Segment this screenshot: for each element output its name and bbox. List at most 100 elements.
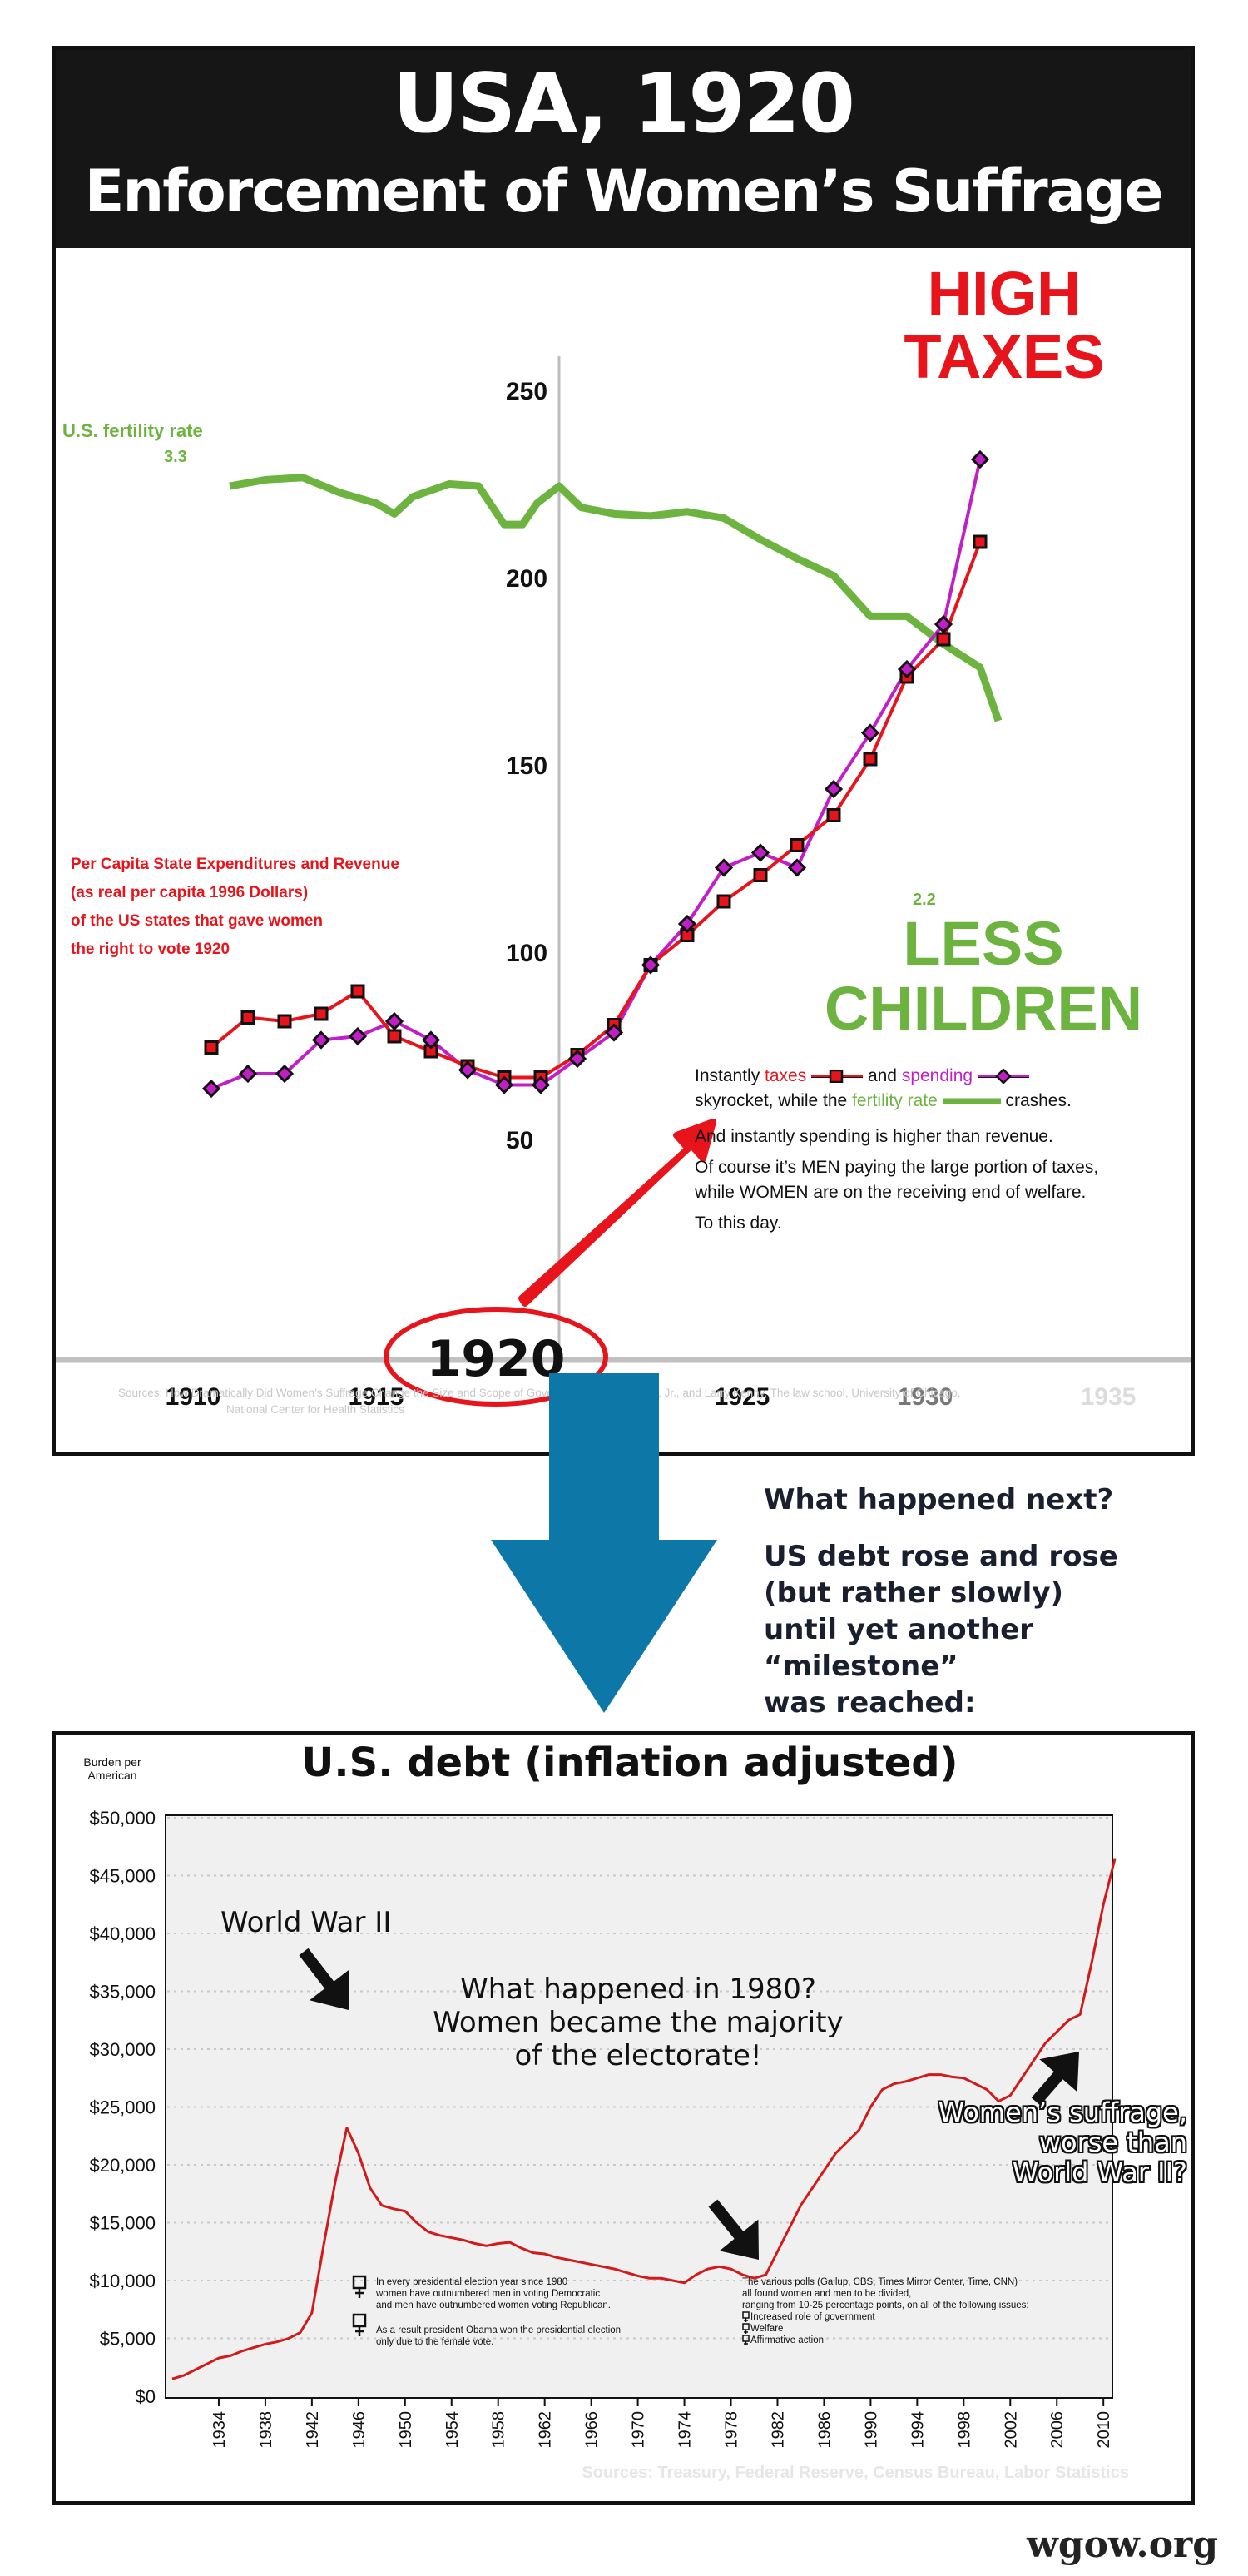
taxes-point (240, 1010, 255, 1025)
suffrage-line: worse than (1038, 2127, 1187, 2158)
suffrage-line: Women’s suffrage, (938, 2097, 1187, 2128)
x-tick-label: 1954 (443, 2411, 462, 2449)
y-tick-label: $15,000 (89, 2213, 156, 2234)
spending-point (677, 914, 697, 934)
x-tick-label: 1994 (909, 2411, 927, 2449)
y-tick-label: $10,000 (89, 2271, 156, 2291)
x-tick-label: 1925 (715, 1383, 770, 1411)
x-tick-label: 1990 (862, 2411, 880, 2449)
female-symbol-icon (352, 2313, 367, 2336)
x-tick-label: 2006 (1048, 2411, 1067, 2449)
spending-legend-icon (977, 1068, 1029, 1085)
title-bar: USA, 1920 Enforcement of Women’s Suffrag… (56, 50, 1191, 248)
note-line: only due to the female vote. (376, 2337, 494, 2347)
note-line: In every presidential election year sinc… (376, 2277, 568, 2287)
commentary-line: Of course it’s MEN paying the large port… (695, 1158, 1099, 1177)
note-left: In every presidential election year sinc… (376, 2276, 642, 2348)
x-tick-label: 1970 (630, 2411, 648, 2449)
commentary-line: To this day. (695, 1214, 782, 1233)
debt-rose-text: US debt rose and rose (but rather slowly… (764, 1540, 1118, 1720)
taxes-point (863, 752, 878, 767)
x-tick-label: 1962 (537, 2411, 555, 2449)
y-tick-label: 150 (506, 752, 547, 780)
spending-point (567, 1049, 587, 1069)
spending-point (750, 843, 770, 862)
taxes-point (204, 1040, 219, 1055)
x-tick-label: 1958 (490, 2411, 508, 2449)
y-tick-label: $45,000 (89, 1866, 156, 1887)
fertility-label: U.S. fertility rate (62, 420, 203, 441)
q1980-line: Women became the majority (433, 2006, 844, 2039)
taxes-point (826, 808, 841, 822)
legend-line1: Instantly taxes and spending (695, 1064, 1161, 1089)
note-line: women have outnumbered men in voting Dem… (376, 2289, 601, 2299)
taxes-point (387, 1029, 402, 1044)
note-line: (as real per capita 1996 Dollars) (71, 884, 309, 901)
legend-text: and (867, 1066, 902, 1085)
x-tick-label: 1982 (769, 2411, 787, 2449)
spending-point (531, 1075, 551, 1094)
q1980-arrow (708, 2199, 760, 2261)
high-taxes-label: HIGH TAXES (879, 262, 1129, 389)
taxes-point (277, 1014, 292, 1029)
caption-line: Burden per (83, 1755, 141, 1769)
spending-point (714, 858, 734, 877)
x-tick-label: 1934 (210, 2411, 229, 2449)
spending-point (824, 779, 844, 799)
taxes-point (314, 1006, 329, 1021)
spending-point (897, 659, 917, 679)
y-tick-label: $25,000 (89, 2097, 156, 2118)
fertility-end-value: 2.2 (913, 891, 936, 909)
y-tick-label: 50 (506, 1127, 533, 1154)
fertility-start-value: 3.3 (164, 448, 187, 466)
x-tick-label: 1974 (676, 2411, 695, 2449)
x-tick-label: 1986 (815, 2411, 834, 2449)
ww2-label: World War II (220, 1906, 392, 1939)
spending-point (458, 1060, 478, 1080)
y-tick-label: $30,000 (89, 2039, 156, 2060)
legend-text: Instantly (695, 1066, 765, 1085)
note-line: the right to vote 1920 (71, 941, 230, 958)
suffrage-panel: USA, 1920 Enforcement of Women’s Suffrag… (52, 46, 1195, 1456)
q1980-line: of the electorate! (514, 2039, 762, 2072)
y-tick-label: $50,000 (89, 1808, 156, 1829)
x-tick-label: 1966 (583, 2411, 602, 2449)
arrow-shape (491, 1373, 717, 1713)
debt-chart: $0 $5,000 $10,000 $15,000 $20,000 $25,000 $30,… (89, 1808, 1117, 2449)
note-line: The various polls (Gallup, CBS, Times Mi… (742, 2277, 1018, 2287)
high-taxes-line1: HIGH (927, 259, 1082, 328)
spending-point (421, 1030, 441, 1050)
spending-point (494, 1075, 514, 1094)
note-line: ranging from 10-25 percentage points, on… (742, 2301, 1029, 2310)
note-line: of the US states that gave women (71, 912, 324, 930)
legend-fertility: fertility rate (852, 1091, 938, 1110)
spending-point (641, 955, 661, 975)
q1980-line: What happened in 1980? (460, 1973, 816, 2006)
spending-point (384, 1011, 404, 1031)
suffrage-question: Women’s suffrage, worse than World War I… (854, 2097, 1187, 2187)
legend-line2: skyrocket, while the fertility rate cras… (695, 1089, 1161, 1114)
ww2-arrow (299, 1948, 349, 2010)
note-line: Affirmative action (750, 2335, 824, 2345)
taxes-point (973, 534, 988, 549)
spending-point (238, 1064, 258, 1084)
spending-line (210, 459, 982, 1090)
spending-point (604, 1023, 624, 1042)
x-tick-label: 1978 (723, 2411, 741, 2449)
highlight-1920-label: 1920 (426, 1330, 566, 1388)
y-tick-label: $35,000 (89, 1982, 156, 2003)
x-tick-label: 1915 (349, 1383, 404, 1411)
taxes-point (790, 838, 805, 852)
commentary: And instantly spending is higher than re… (695, 1127, 1161, 1233)
spending-point (348, 1026, 368, 1046)
sources-line: Sources: How Dramatically Did Women’s Su… (118, 1387, 961, 1399)
commentary-line: And instantly spending is higher than re… (695, 1127, 1053, 1146)
panel1-sources: Sources: How Dramatically Did Women’s Su… (118, 1385, 1191, 1418)
less-children-line1: LESS (903, 909, 1064, 978)
suffrage-line: World War II? (1012, 2157, 1187, 2188)
spending-point (311, 1030, 331, 1050)
debt-panel: U.S. debt (inflation adjusted) Burden pe… (52, 1731, 1195, 2505)
legend-spending: spending (901, 1066, 973, 1085)
note-line: and men have outnumbered women voting Re… (376, 2301, 611, 2310)
spending-point (275, 1064, 295, 1084)
